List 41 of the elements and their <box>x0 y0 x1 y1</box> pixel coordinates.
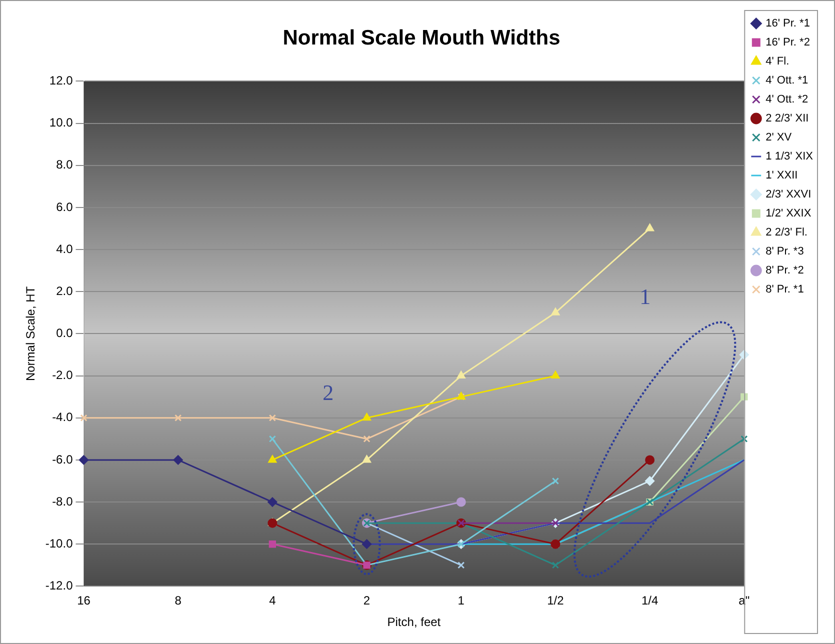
legend-label: 2 2/3' XII <box>766 112 809 125</box>
legend-label: 2 2/3' Fl. <box>766 226 808 239</box>
legend-label: 1' XXII <box>766 170 798 182</box>
legend-label: 8' Pr. *3 <box>766 246 804 258</box>
y-axis-title: Normal Scale, HT <box>24 286 38 382</box>
legend-label: 2' XV <box>766 132 792 144</box>
legend-label: 8' Pr. *2 <box>766 264 804 277</box>
legend-label: 16' Pr. *2 <box>766 36 810 49</box>
legend-label: 1 1/3' XIX <box>766 150 814 163</box>
legend-label: 4' Ott. *1 <box>766 74 808 87</box>
x-tick-label: a" <box>738 594 750 608</box>
y-tick-label: 8.0 <box>56 158 74 172</box>
y-tick-label: -2.0 <box>52 368 74 382</box>
y-tick-label: -4.0 <box>52 410 74 424</box>
y-tick-label: -12.0 <box>45 578 74 593</box>
x-tick-label: 2 <box>363 594 370 608</box>
y-tick-label: 6.0 <box>56 200 74 214</box>
y-tick-label: -6.0 <box>52 452 74 466</box>
legend-label: 4' Ott. *2 <box>766 94 808 106</box>
annotation: 1 <box>640 284 651 310</box>
y-tick-label: 4.0 <box>56 242 74 256</box>
legend-label: 16' Pr. *1 <box>766 18 810 30</box>
legend-label: 1/2' XXIX <box>766 208 812 220</box>
legend-label: 2/3' XXVI <box>766 188 812 201</box>
x-tick-label: 1 <box>458 594 465 608</box>
x-tick-label: 8 <box>174 594 182 608</box>
annotation: 2 <box>322 380 334 406</box>
y-tick-label: 12.0 <box>49 74 74 88</box>
y-tick-label: -8.0 <box>52 494 74 508</box>
y-tick-label: 2.0 <box>56 284 74 298</box>
x-tick-label: 1/2 <box>547 594 564 608</box>
x-axis-title: Pitch, feet <box>387 615 442 630</box>
y-tick-label: 10.0 <box>49 116 74 130</box>
x-tick-label: 16 <box>77 594 91 608</box>
y-tick-label: 0.0 <box>56 326 74 340</box>
x-tick-label: 4 <box>269 594 276 608</box>
legend-label: 8' Pr. *1 <box>766 284 804 296</box>
y-tick-label: -10.0 <box>45 536 74 550</box>
chart-title: Normal Scale Mouth Widths <box>282 26 560 50</box>
x-tick-label: 1/4 <box>641 594 658 608</box>
legend-label: 4' Fl. <box>766 56 790 68</box>
